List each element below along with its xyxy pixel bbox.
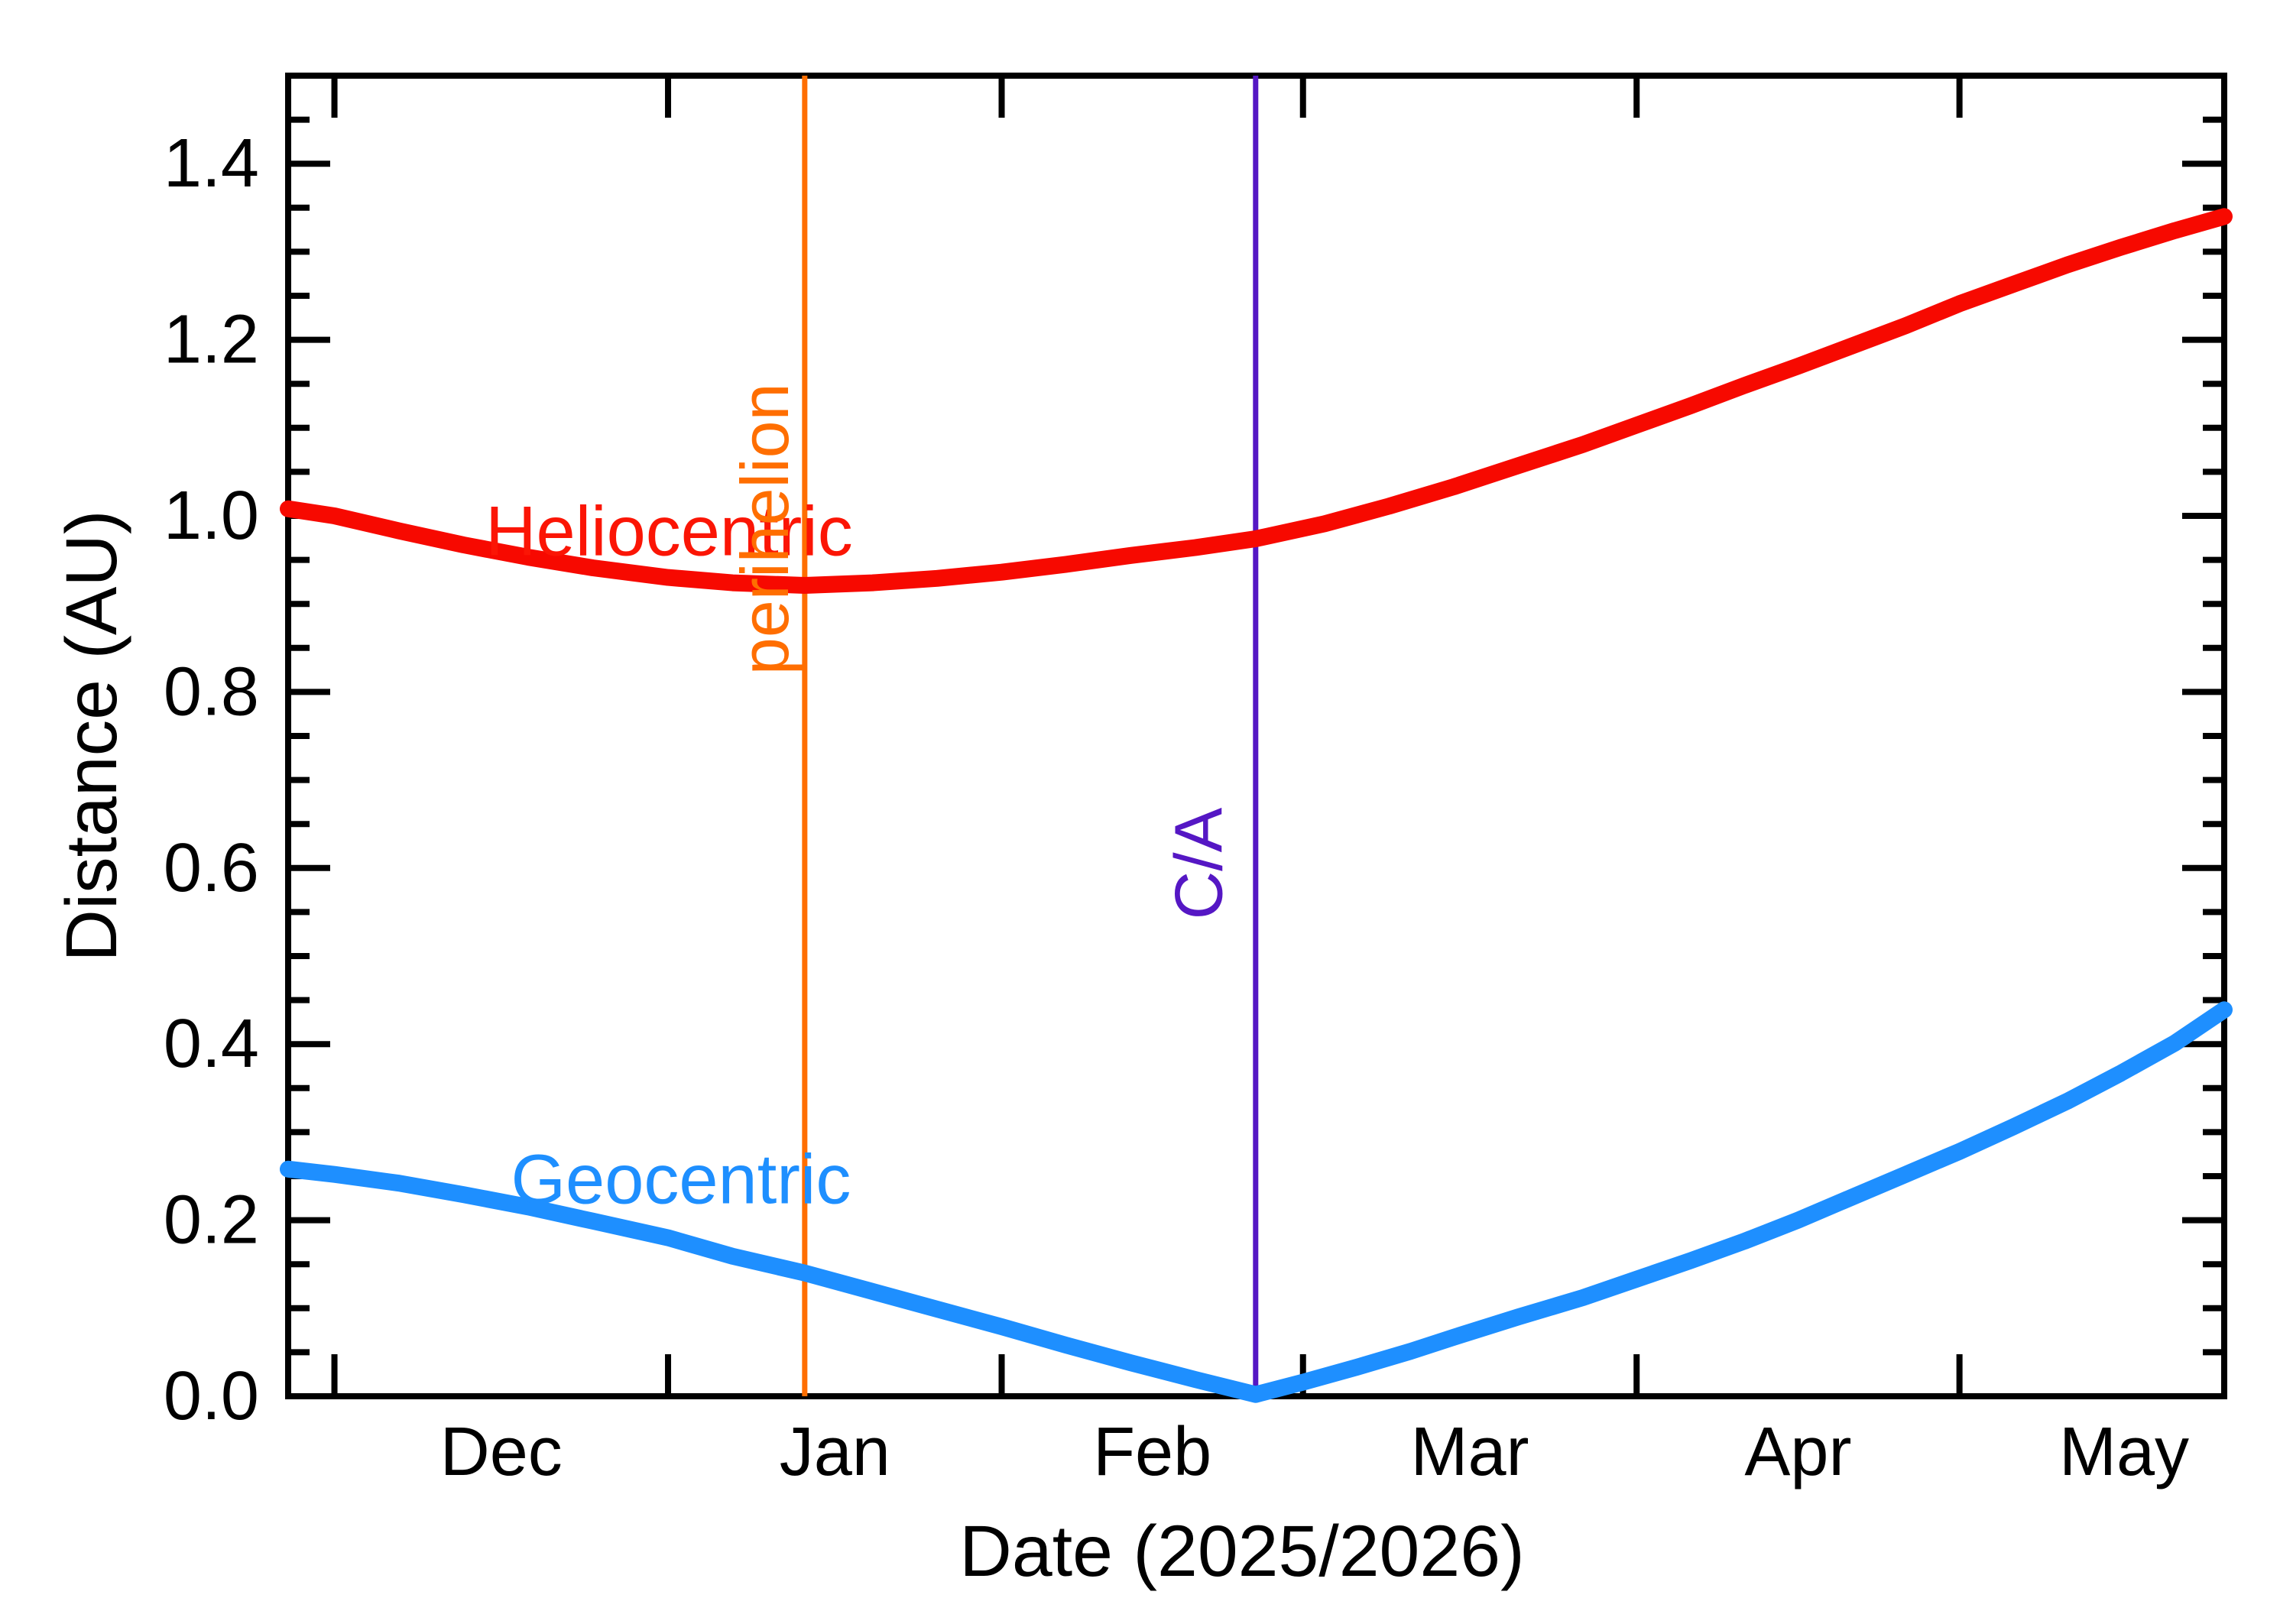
x-axis-month-label: Apr [1744, 1414, 1851, 1490]
closest-approach-label: C/A [1161, 807, 1237, 919]
geocentric-curve [280, 1001, 2233, 1403]
y-axis-tick-label: 0.8 [164, 653, 259, 730]
heliocentric-curve [280, 208, 2233, 594]
x-axis-month-label: Mar [1410, 1414, 1529, 1490]
text-layer: 0.0 0.2 0.4 0.6 0.8 1.0 1.2 1.4 Dec Jan Feb Mar Apr M… [51, 125, 2189, 1592]
y-axis-tick-label: 1.2 [164, 302, 259, 378]
y-axis-tick-label: 1.0 [164, 478, 259, 554]
geocentric-curve-label: Geocentric [511, 1141, 851, 1219]
series-layer [280, 208, 2233, 1403]
x-axis-month-label: Dec [440, 1414, 563, 1490]
y-axis-tick-label: 0.2 [164, 1182, 259, 1259]
event-lines-layer [802, 76, 1259, 1396]
x-axis-month-label: May [2059, 1414, 2189, 1490]
y-axis-tick-label: 0.6 [164, 830, 259, 906]
y-axis-title: Distance (AU) [51, 510, 132, 961]
x-axis-title: Date (2025/2026) [959, 1511, 1524, 1592]
heliocentric-curve-label: Heliocentric [485, 493, 853, 571]
y-axis-tick-label: 0.0 [164, 1358, 259, 1434]
y-axis-tick-label: 1.4 [164, 125, 259, 202]
x-axis-month-label: Feb [1093, 1414, 1211, 1490]
y-axis-tick-label: 0.4 [164, 1006, 259, 1082]
perihelion-label: perihelion [727, 383, 803, 675]
x-axis-month-label: Jan [780, 1414, 890, 1490]
